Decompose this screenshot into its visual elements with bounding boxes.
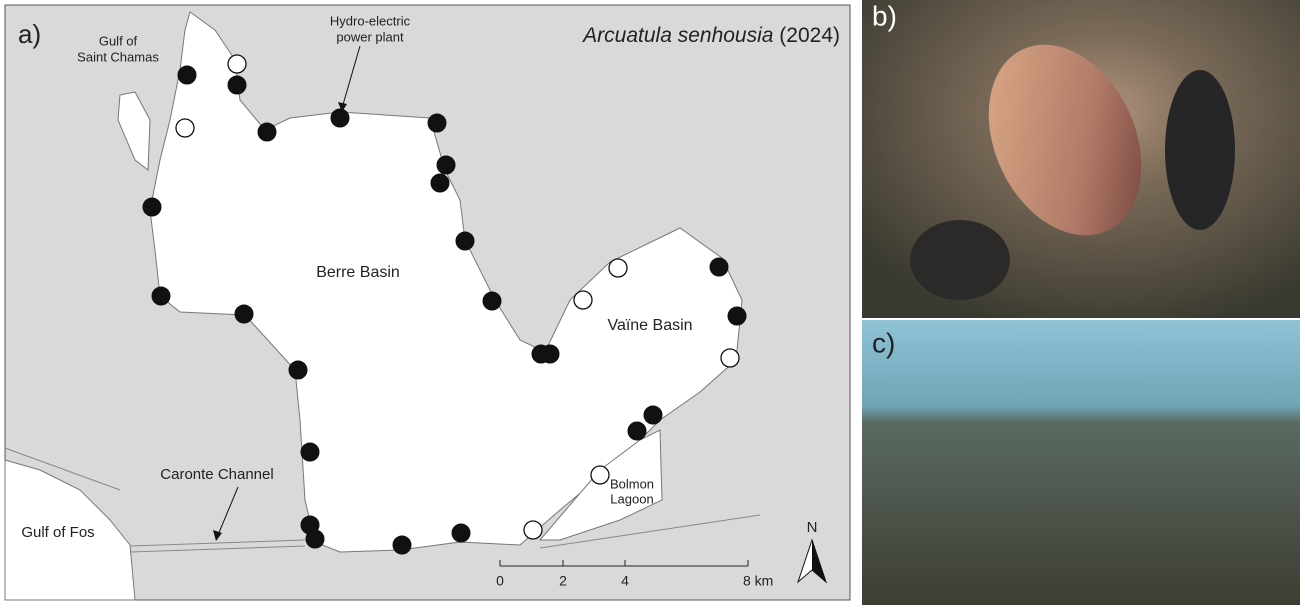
channel xyxy=(4,447,761,553)
panel-label: b) xyxy=(872,0,897,31)
scale-label: 8 km xyxy=(743,573,773,589)
site-present xyxy=(234,304,254,324)
scale-label: 0 xyxy=(496,573,504,589)
site-present xyxy=(540,344,560,364)
place-label: Bolmon xyxy=(610,476,654,491)
site-present xyxy=(300,442,320,462)
site-present xyxy=(455,231,475,251)
scale-label: 4 xyxy=(621,573,629,589)
arrow-head xyxy=(338,102,347,112)
site-present xyxy=(227,75,247,95)
place-label: Gulf of Fos xyxy=(21,524,94,541)
site-present xyxy=(709,257,729,277)
photo-c xyxy=(862,320,1300,605)
site-present xyxy=(177,65,197,85)
place-label: power plant xyxy=(336,29,404,44)
north-label: N xyxy=(807,519,818,536)
site-present xyxy=(451,523,471,543)
site-absent xyxy=(720,348,740,368)
site-present xyxy=(288,360,308,380)
site-present xyxy=(482,291,502,311)
site-absent xyxy=(608,258,628,278)
place-label: Saint Chamas xyxy=(77,49,159,64)
arrow xyxy=(217,486,239,536)
site-present xyxy=(305,529,325,549)
site-present xyxy=(427,113,447,133)
gulf-of-fos xyxy=(4,459,136,601)
pond xyxy=(117,91,151,171)
panel-label: c) xyxy=(872,327,895,358)
shell xyxy=(988,44,1142,236)
bolmon-lagoon xyxy=(538,429,663,541)
site-absent xyxy=(227,54,247,74)
species: Arcuatula senhousia xyxy=(581,24,773,47)
scale-label: 2 xyxy=(559,573,567,589)
place-label: Hydro-electric xyxy=(330,13,411,28)
site-present xyxy=(627,421,647,441)
place-label: Vaïne Basin xyxy=(607,317,692,334)
arrow-head xyxy=(213,530,222,541)
site-present xyxy=(436,155,456,175)
site-present xyxy=(142,197,162,217)
arrow xyxy=(341,45,361,109)
site-present xyxy=(330,108,350,128)
place-label: Caronte Channel xyxy=(160,466,273,483)
map-title: Arcuatula senhousia (2024) xyxy=(581,24,840,47)
site-absent xyxy=(590,465,610,485)
year: (2024) xyxy=(779,24,840,47)
mussel xyxy=(910,220,1010,300)
place-label: Gulf of xyxy=(99,33,138,48)
site-present xyxy=(151,286,171,306)
site-present xyxy=(430,173,450,193)
mussel xyxy=(1165,70,1235,230)
site-absent xyxy=(523,520,543,540)
panel-label: a) xyxy=(18,19,41,49)
place-label: Lagoon xyxy=(610,491,653,506)
site-absent xyxy=(573,290,593,310)
north-arrow xyxy=(812,540,826,582)
site-absent xyxy=(175,118,195,138)
site-present xyxy=(727,306,747,326)
site-present xyxy=(643,405,663,425)
place-label: Berre Basin xyxy=(316,264,400,281)
scale-bar xyxy=(499,560,749,567)
site-present xyxy=(257,122,277,142)
site-present xyxy=(392,535,412,555)
